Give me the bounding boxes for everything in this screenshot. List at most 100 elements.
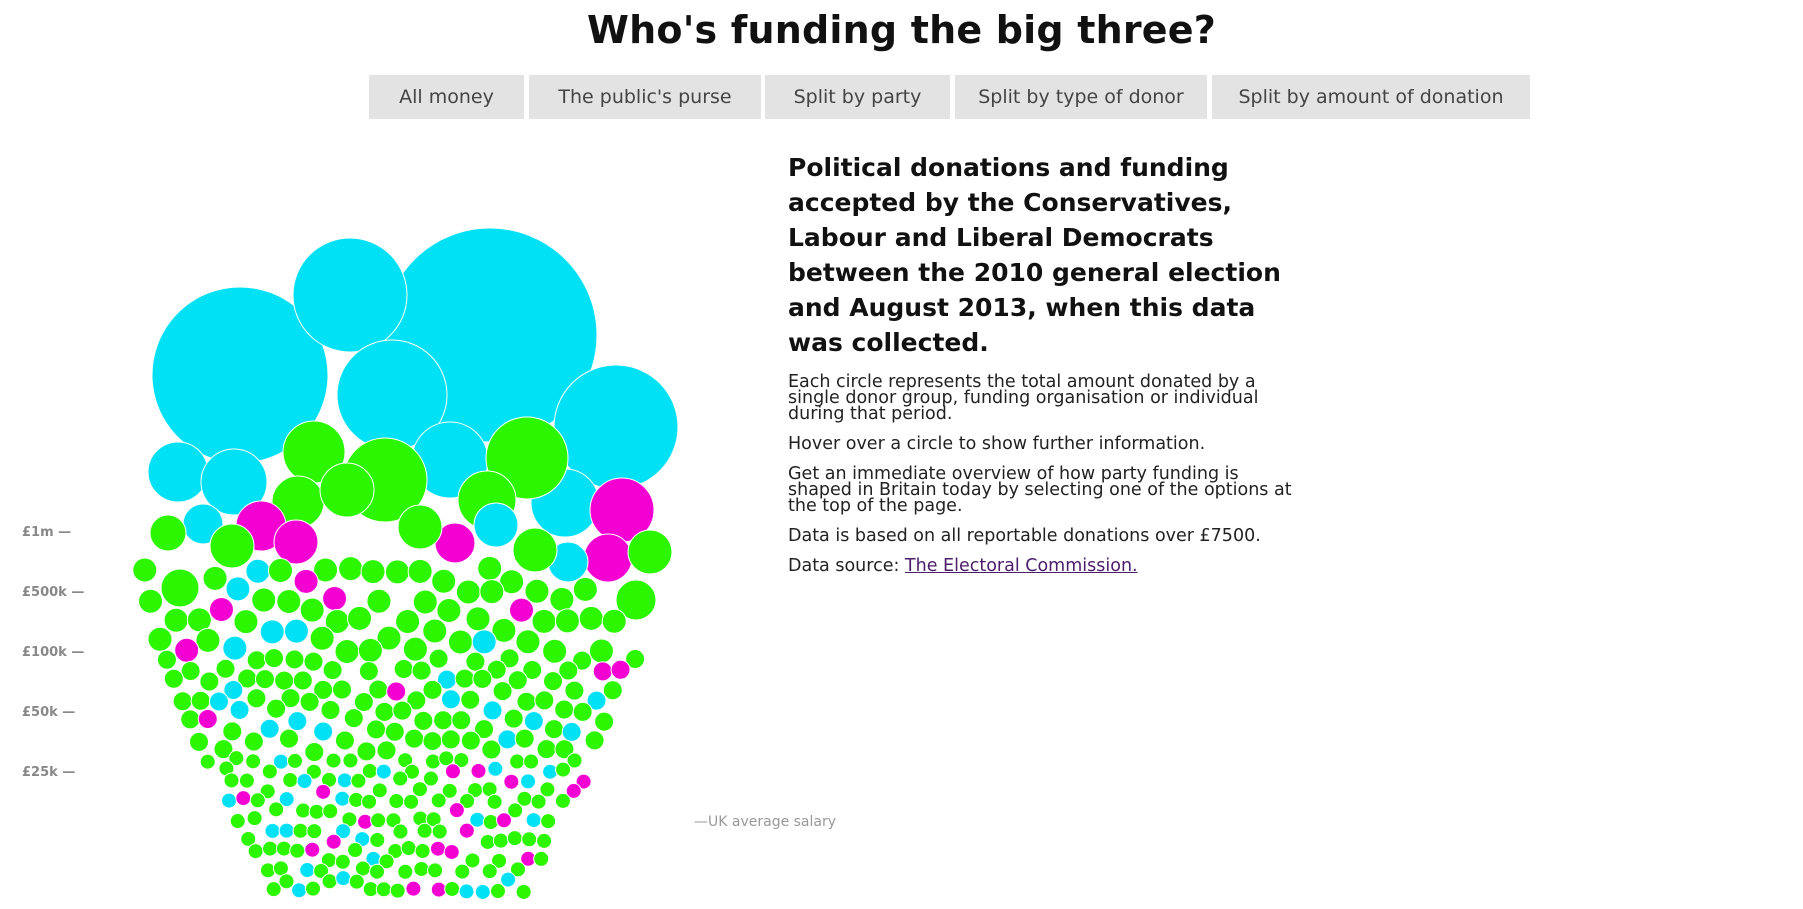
donor-bubble[interactable] [521, 831, 538, 848]
donor-bubble[interactable] [334, 639, 360, 665]
donor-bubble[interactable] [431, 568, 457, 594]
donor-bubble[interactable] [261, 763, 278, 780]
donor-bubble[interactable] [486, 659, 507, 680]
donor-bubble[interactable] [283, 618, 309, 644]
donor-bubble[interactable] [402, 636, 428, 662]
donor-bubble[interactable] [274, 670, 295, 691]
donor-bubble[interactable] [292, 670, 313, 691]
donor-bubble[interactable] [566, 752, 583, 769]
donor-bubble[interactable] [495, 812, 512, 829]
donor-bubble[interactable] [287, 711, 308, 732]
filter-split-amount[interactable]: Split by amount of donation [1212, 75, 1530, 119]
donor-bubble[interactable] [251, 587, 277, 613]
donor-bubble[interactable] [276, 588, 302, 614]
donor-bubble[interactable] [453, 752, 470, 769]
donor-bubble[interactable] [430, 881, 447, 898]
donor-bubble[interactable] [422, 679, 443, 700]
donor-bubble[interactable] [386, 681, 407, 702]
donor-bubble[interactable] [578, 605, 604, 631]
donor-bubble[interactable] [229, 699, 250, 720]
donor-bubble[interactable] [530, 793, 547, 810]
donor-bubble[interactable] [245, 558, 271, 584]
donor-bubble[interactable] [393, 659, 414, 680]
donor-bubble[interactable] [499, 648, 520, 669]
donor-bubble[interactable] [213, 739, 234, 760]
donor-bubble[interactable] [565, 782, 582, 799]
donor-bubble[interactable] [259, 783, 276, 800]
donor-bubble[interactable] [540, 813, 557, 830]
donor-bubble[interactable] [615, 579, 657, 621]
donor-bubble[interactable] [602, 680, 623, 701]
donor-bubble[interactable] [455, 579, 481, 605]
donor-bubble[interactable] [499, 569, 525, 595]
donor-bubble[interactable] [366, 588, 392, 614]
donor-bubble[interactable] [289, 842, 306, 859]
donor-bubble[interactable] [366, 719, 387, 740]
donor-bubble[interactable] [465, 651, 486, 672]
donor-bubble[interactable] [322, 803, 339, 820]
donor-bubble[interactable] [292, 822, 309, 839]
donor-bubble[interactable] [440, 729, 461, 750]
donor-bubble[interactable] [554, 792, 571, 809]
donor-bubble[interactable] [555, 761, 572, 778]
donor-bubble[interactable] [299, 862, 316, 879]
donor-bubble[interactable] [400, 840, 417, 857]
donor-bubble[interactable] [371, 782, 388, 799]
donor-bubble[interactable] [245, 753, 262, 770]
donor-bubble[interactable] [509, 861, 526, 878]
donor-bubble[interactable] [188, 731, 209, 752]
donor-bubble[interactable] [223, 679, 244, 700]
donor-bubble[interactable] [404, 728, 425, 749]
donor-bubble[interactable] [286, 752, 303, 769]
donor-bubble[interactable] [222, 635, 248, 661]
donor-bubble[interactable] [422, 770, 439, 787]
donor-bubble[interactable] [369, 831, 386, 848]
donor-bubble[interactable] [235, 790, 252, 807]
donor-bubble[interactable] [392, 823, 409, 840]
donor-bubble[interactable] [238, 772, 255, 789]
donor-bubble[interactable] [406, 690, 427, 711]
donor-bubble[interactable] [388, 793, 405, 810]
donor-bubble[interactable] [356, 741, 377, 762]
donor-bubble[interactable] [464, 852, 481, 869]
donor-bubble[interactable] [375, 881, 392, 898]
donor-bubble[interactable] [292, 237, 408, 353]
donor-bubble[interactable] [407, 558, 433, 584]
donor-bubble[interactable] [507, 670, 528, 691]
donor-bubble[interactable] [221, 792, 238, 809]
donor-bubble[interactable] [265, 881, 282, 898]
donor-bubble[interactable] [338, 556, 364, 582]
donor-bubble[interactable] [195, 627, 221, 653]
donor-bubble[interactable] [147, 626, 173, 652]
donor-bubble[interactable] [572, 650, 593, 671]
donor-bubble[interactable] [506, 830, 523, 847]
donor-bubble[interactable] [413, 860, 430, 877]
donor-bubble[interactable] [554, 739, 575, 760]
donor-bubble[interactable] [246, 688, 267, 709]
donor-bubble[interactable] [282, 772, 299, 789]
donor-bubble[interactable] [491, 852, 508, 869]
donor-bubble[interactable] [429, 840, 446, 857]
donor-bubble[interactable] [208, 596, 234, 622]
donor-bubble[interactable] [610, 659, 631, 680]
donor-bubble[interactable] [149, 514, 187, 552]
donor-bubble[interactable] [471, 629, 497, 655]
donor-bubble[interactable] [564, 680, 585, 701]
filter-all-money[interactable]: All money [369, 75, 524, 119]
donor-bubble[interactable] [572, 701, 593, 722]
donor-bubble[interactable] [202, 565, 228, 591]
donor-bubble[interactable] [278, 791, 295, 808]
donor-bubble[interactable] [291, 882, 308, 899]
donor-bubble[interactable] [422, 731, 443, 752]
donor-bubble[interactable] [458, 883, 475, 900]
donor-bubble[interactable] [460, 689, 481, 710]
donor-bubble[interactable] [267, 558, 293, 584]
donor-bubble[interactable] [572, 576, 598, 602]
donor-bubble[interactable] [313, 557, 339, 583]
donor-bubble[interactable] [376, 625, 402, 651]
donor-bubble[interactable] [325, 752, 342, 769]
donor-bubble[interactable] [222, 721, 243, 742]
donor-bubble[interactable] [264, 822, 281, 839]
donor-bubble[interactable] [543, 671, 564, 692]
filter-public-purse[interactable]: The public's purse [529, 75, 761, 119]
